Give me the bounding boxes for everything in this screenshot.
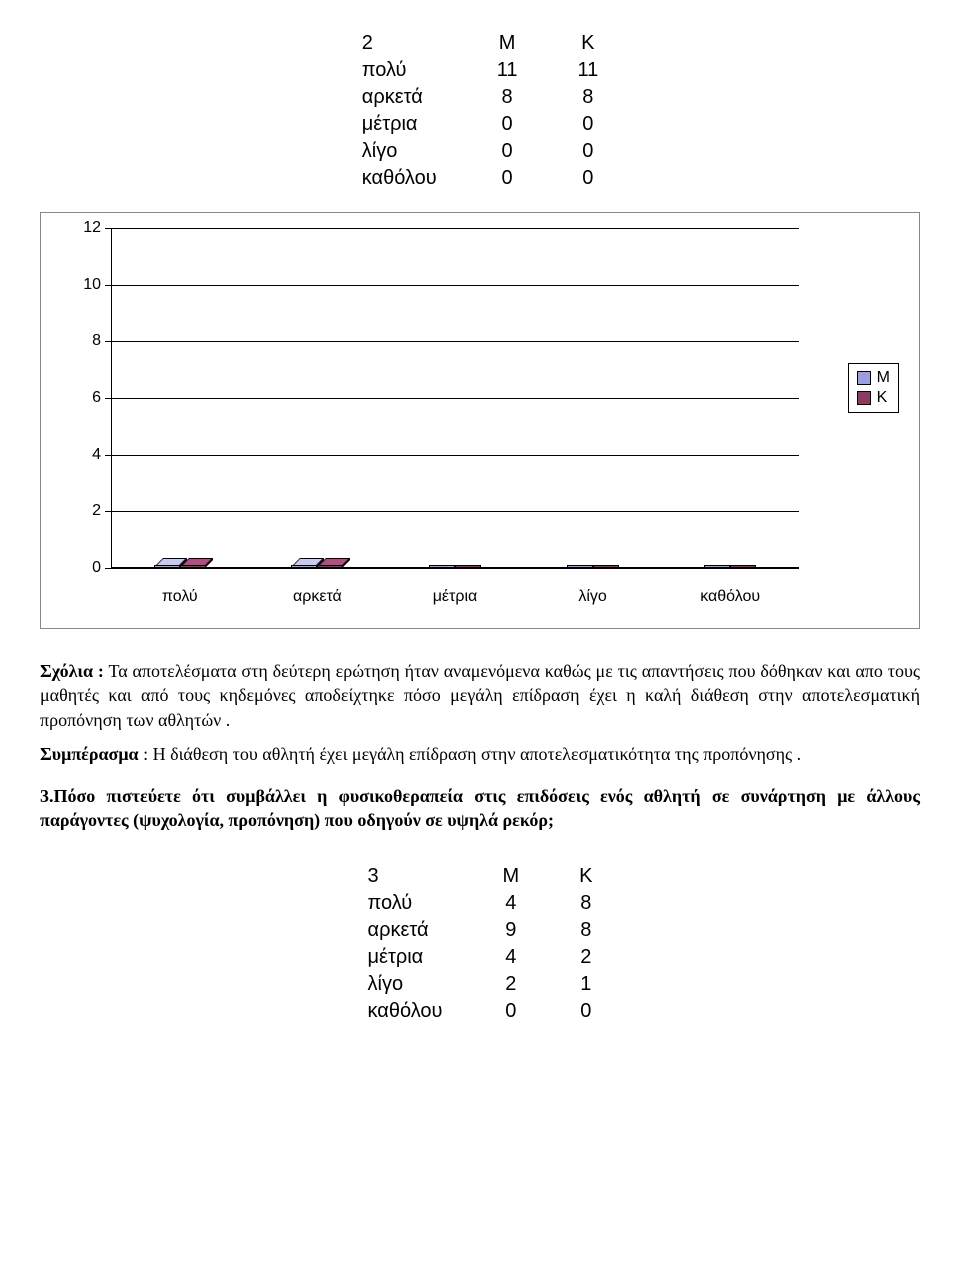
category-label: λίγο <box>578 588 606 606</box>
table-cell: 11 <box>547 57 628 84</box>
gridline <box>111 568 799 569</box>
conclusion-label: Συμπέρασμα <box>40 744 139 764</box>
chart-legend: Μ Κ <box>848 363 899 413</box>
table-cell: 0 <box>547 138 628 165</box>
data-table-2: 3 Μ Κ πολύ48 αρκετά98 μέτρια42 λίγο21 κα… <box>338 863 623 1025</box>
table-cell: 8 <box>547 84 628 111</box>
table-cell: καθόλου <box>332 165 467 192</box>
table-cell: 0 <box>467 165 548 192</box>
y-tick-label: 12 <box>71 219 101 237</box>
table-cell: 3 <box>338 863 473 890</box>
table-cell: 1 <box>549 971 622 998</box>
table-cell: Κ <box>549 863 622 890</box>
table-cell: πολύ <box>338 890 473 917</box>
table-cell: 8 <box>549 917 622 944</box>
y-tick-mark <box>105 568 111 569</box>
table-cell: 2 <box>549 944 622 971</box>
table-cell: καθόλου <box>338 998 473 1025</box>
x-axis <box>111 567 799 568</box>
question-3: 3.Πόσο πιστεύετε ότι συμβάλλει η φυσικοθ… <box>40 784 920 833</box>
legend-swatch-k <box>857 391 871 405</box>
table-cell: 4 <box>472 944 549 971</box>
data-table-1: 2 Μ Κ πολύ1111 αρκετά88 μέτρια00 λίγο00 … <box>332 30 628 192</box>
y-tick-label: 10 <box>71 276 101 294</box>
table-cell: Κ <box>547 30 628 57</box>
table-cell: 0 <box>549 998 622 1025</box>
table-cell: 8 <box>467 84 548 111</box>
y-tick-label: 6 <box>71 389 101 407</box>
table-cell: 0 <box>547 111 628 138</box>
conclusion-body: : Η διάθεση του αθλητή έχει μεγάλη επίδρ… <box>139 744 802 764</box>
category-label: καθόλου <box>700 588 760 606</box>
table-cell: 2 <box>332 30 467 57</box>
table-cell: 0 <box>467 138 548 165</box>
table-cell: 0 <box>547 165 628 192</box>
table-cell: αρκετά <box>338 917 473 944</box>
bars-container: πολύαρκετάμέτριαλίγοκαθόλου <box>111 228 799 568</box>
category-label: μέτρια <box>433 588 478 606</box>
table-cell: 4 <box>472 890 549 917</box>
table-cell: Μ <box>472 863 549 890</box>
table-cell: 9 <box>472 917 549 944</box>
legend-label: Μ <box>877 369 890 387</box>
legend-label: Κ <box>877 389 888 407</box>
table-cell: 0 <box>467 111 548 138</box>
comments-paragraph: Σχόλια : Τα αποτελέσματα στη δεύτερη ερώ… <box>40 659 920 732</box>
category-label: αρκετά <box>293 588 342 606</box>
table-cell: μέτρια <box>332 111 467 138</box>
table-cell: λίγο <box>332 138 467 165</box>
category-label: πολύ <box>162 588 198 606</box>
y-tick-label: 2 <box>71 502 101 520</box>
comments-body: Τα αποτελέσματα στη δεύτερη ερώτηση ήταν… <box>40 661 920 730</box>
table-cell: λίγο <box>338 971 473 998</box>
table-cell: αρκετά <box>332 84 467 111</box>
bar-chart: 024681012 πολύαρκετάμέτριαλίγοκαθόλου Μ … <box>40 212 920 629</box>
y-tick-label: 8 <box>71 332 101 350</box>
conclusion-paragraph: Συμπέρασμα : Η διάθεση του αθλητή έχει μ… <box>40 742 920 766</box>
legend-item-k: Κ <box>857 388 890 408</box>
table-cell: μέτρια <box>338 944 473 971</box>
comments-label: Σχόλια : <box>40 661 104 681</box>
table-cell: 8 <box>549 890 622 917</box>
table-cell: 0 <box>472 998 549 1025</box>
table-cell: πολύ <box>332 57 467 84</box>
legend-swatch-m <box>857 371 871 385</box>
legend-item-m: Μ <box>857 368 890 388</box>
table-cell: 2 <box>472 971 549 998</box>
y-tick-label: 0 <box>71 559 101 577</box>
y-tick-label: 4 <box>71 446 101 464</box>
table-cell: Μ <box>467 30 548 57</box>
table-cell: 11 <box>467 57 548 84</box>
